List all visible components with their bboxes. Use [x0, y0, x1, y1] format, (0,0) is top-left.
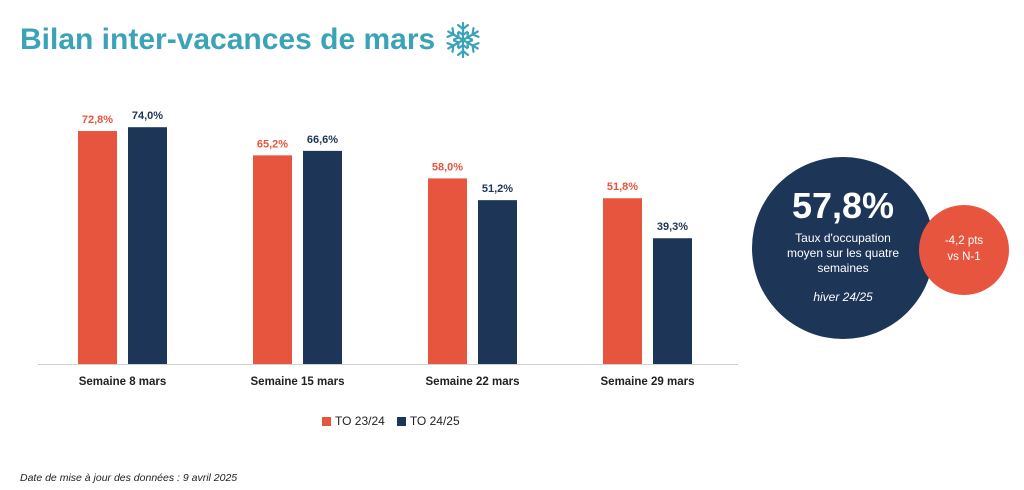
- data-label-series-2-1: 74,0%: [132, 110, 163, 122]
- kpi-delta-value: -4,2 pts: [944, 235, 984, 248]
- bar-series-2-1: [128, 127, 167, 364]
- legend-item-series-2: TO 24/25: [396, 414, 460, 428]
- page-title: Bilan inter-vacances de mars: [20, 20, 483, 60]
- data-label-series-1-1: 72,8%: [82, 114, 113, 126]
- data-label-series-1-3: 58,0%: [432, 161, 463, 173]
- data-label-series-2-2: 66,6%: [307, 134, 338, 146]
- bar-series-1-1: [78, 131, 117, 364]
- category-label-3: Semaine 22 mars: [426, 376, 520, 388]
- category-label-4: Semaine 29 mars: [601, 376, 695, 388]
- bar-series-2-4: [653, 238, 692, 364]
- kpi-delta-reference: vs N-1: [947, 251, 981, 263]
- kpi-circle: 57,8% Taux d'occupation moyen sur les qu…: [752, 157, 934, 339]
- kpi-delta-circle: -4,2 pts vs N-1: [919, 205, 1009, 295]
- data-label-series-2-4: 39,3%: [657, 221, 688, 233]
- bar-series-1-2: [253, 155, 292, 364]
- legend-swatch-series-2: [396, 416, 406, 426]
- bar-series-2-2: [303, 150, 342, 364]
- bar-series-1-4: [603, 198, 642, 364]
- footnote: Date de mise à jour des données : 9 avri…: [20, 472, 238, 484]
- kpi-description: Taux d'occupation moyen sur les quatre s…: [786, 231, 900, 275]
- legend-swatch-series-1: [322, 416, 331, 426]
- category-label-1: Semaine 8 mars: [79, 376, 167, 388]
- category-label-2: Semaine 15 mars: [251, 376, 345, 388]
- snowflake-icon: [444, 21, 482, 59]
- legend-label-series-2: TO 24/25: [409, 414, 460, 428]
- legend-label-series-1: TO 23/24: [335, 414, 385, 428]
- chart-legend: TO 23/24 TO 24/25: [322, 414, 460, 428]
- kpi-value: 57,8%: [791, 185, 895, 226]
- data-label-series-1-4: 51,8%: [607, 181, 638, 193]
- bar-series-1-3: [428, 178, 467, 364]
- data-label-series-1-2: 65,2%: [257, 138, 288, 150]
- legend-item-series-1: TO 23/24: [322, 414, 385, 428]
- title-text: Bilan inter-vacances de mars: [20, 23, 436, 56]
- bar-series-2-3: [478, 200, 517, 364]
- data-label-series-2-3: 51,2%: [482, 183, 513, 195]
- kpi-season: hiver 24/25: [813, 290, 873, 304]
